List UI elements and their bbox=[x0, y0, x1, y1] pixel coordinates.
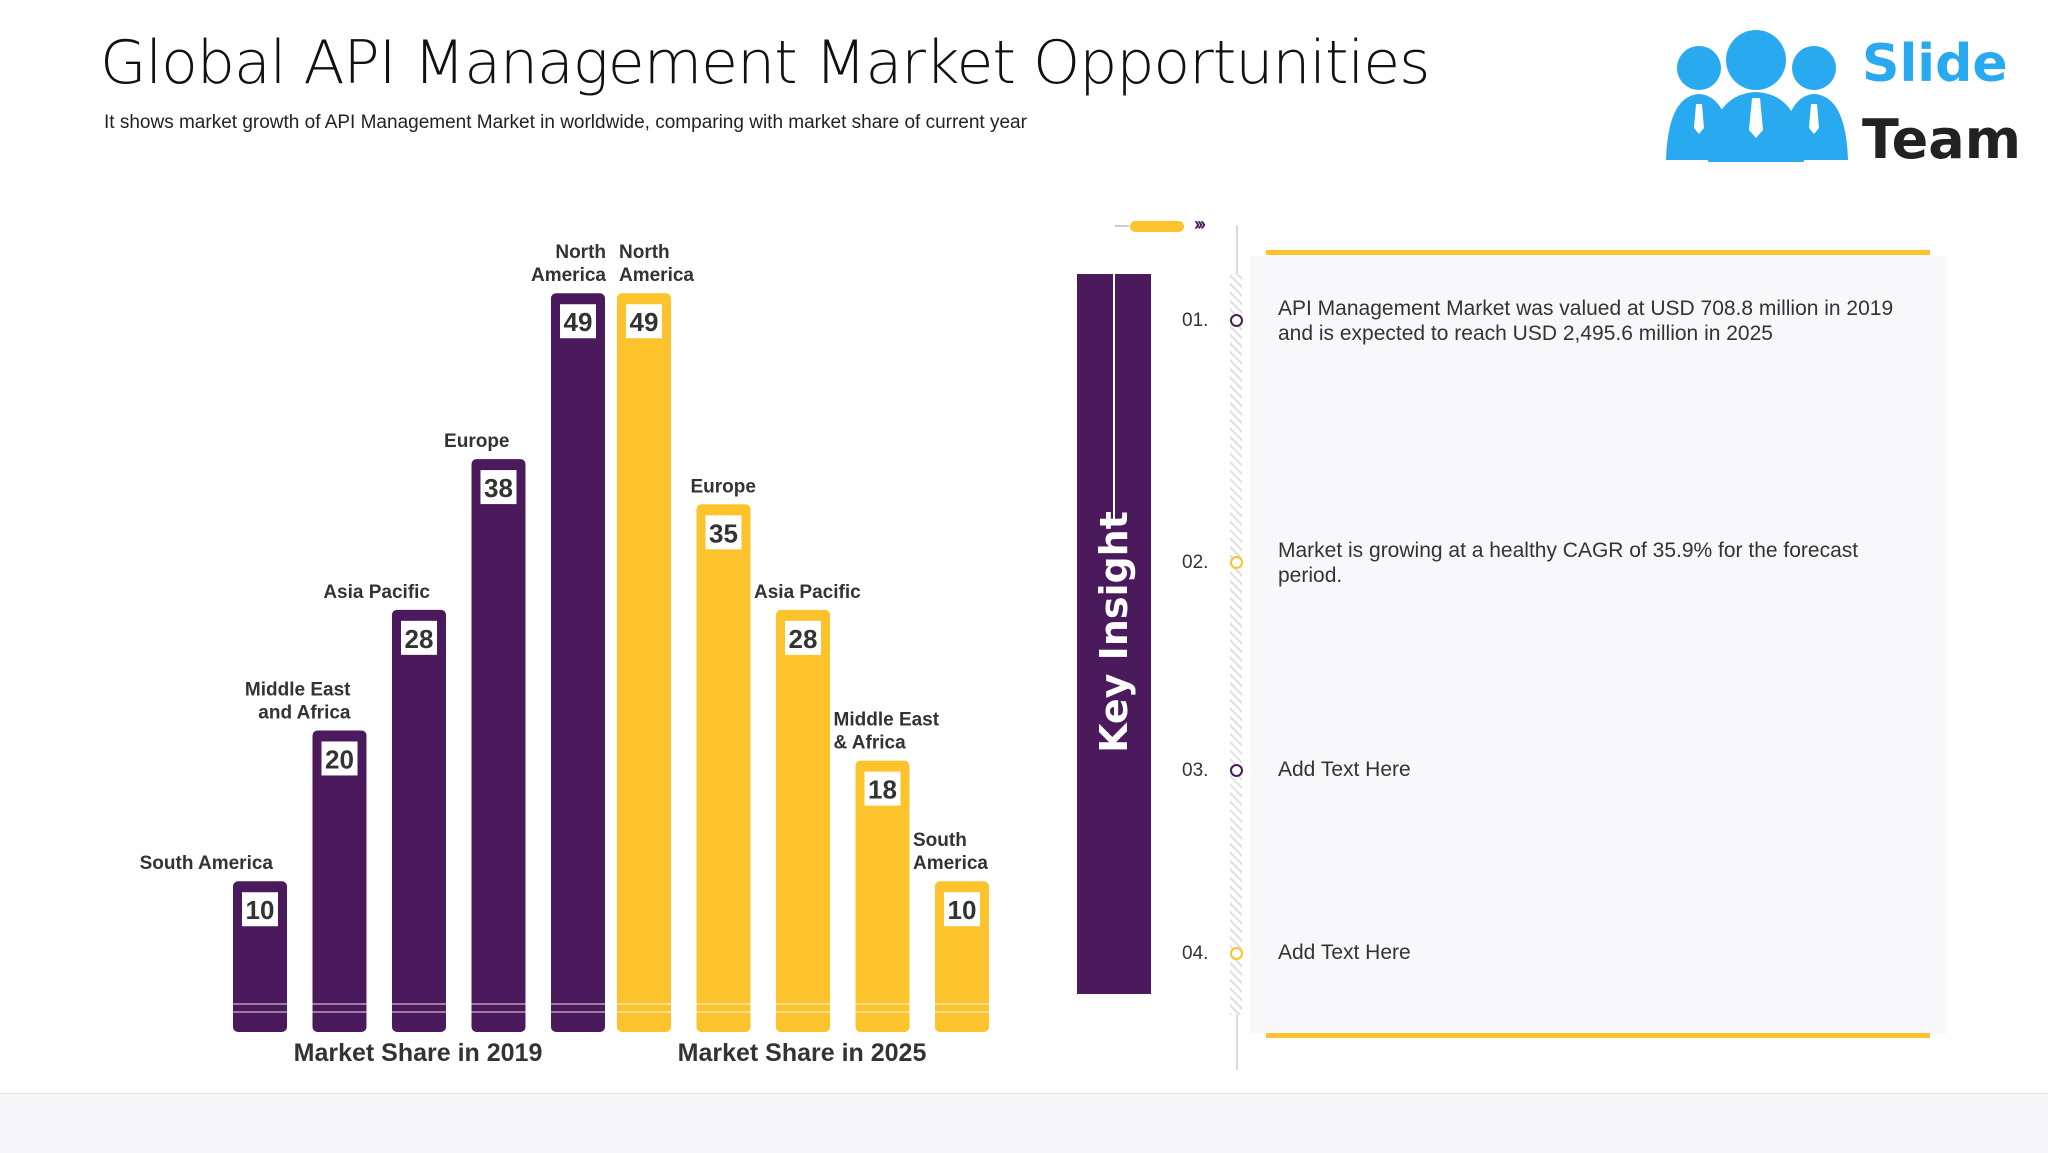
insight-text-3: Add Text Here bbox=[1278, 758, 1411, 781]
category-label: Europe bbox=[444, 431, 509, 452]
value-box bbox=[560, 304, 596, 339]
value-box bbox=[480, 470, 517, 505]
key-insight-pill bbox=[1130, 221, 1184, 232]
value-box bbox=[944, 892, 980, 927]
data-label: 10 bbox=[948, 895, 977, 925]
value-box bbox=[626, 304, 662, 339]
insight-text-2: Market is growing at a healthy CAGR of 3… bbox=[1278, 539, 1859, 587]
people-logo-icon bbox=[1666, 30, 1848, 162]
timeline-hatch bbox=[1230, 275, 1242, 1015]
footer-band bbox=[0, 1093, 2048, 1153]
data-label: 18 bbox=[868, 775, 897, 805]
key-insight-connector-h bbox=[1113, 225, 1129, 227]
value-box bbox=[864, 771, 901, 806]
logo-text-slide: Slide bbox=[1862, 34, 2008, 94]
category-label: America bbox=[531, 265, 606, 286]
bar-0-1 bbox=[312, 730, 367, 1032]
data-label: 49 bbox=[564, 307, 593, 337]
category-label: South America bbox=[140, 853, 274, 874]
value-box bbox=[401, 620, 437, 655]
panel-bottom-line bbox=[1266, 1033, 1930, 1038]
chevrons-icon: ››› bbox=[1194, 214, 1206, 234]
insight-number-2: 02. bbox=[1182, 552, 1209, 573]
category-label: South bbox=[913, 830, 967, 851]
value-box bbox=[242, 892, 278, 927]
value-box bbox=[785, 620, 821, 655]
slideteam-logo: Slide Team bbox=[1664, 28, 2024, 171]
category-label: North bbox=[555, 242, 606, 263]
data-label: 20 bbox=[325, 744, 354, 774]
bar-0-3 bbox=[471, 459, 526, 1033]
panel-top-line bbox=[1266, 250, 1930, 255]
category-label: and Africa bbox=[258, 702, 351, 723]
timeline-dot-3 bbox=[1230, 764, 1243, 777]
data-label: 35 bbox=[709, 518, 738, 548]
category-label: Asia Pacific bbox=[754, 582, 861, 603]
timeline-dot-1 bbox=[1230, 314, 1243, 327]
value-box bbox=[705, 515, 742, 550]
category-label: Asia Pacific bbox=[323, 582, 430, 603]
insight-panel bbox=[1250, 256, 1946, 1034]
group-title: Market Share in 2025 bbox=[678, 1039, 927, 1067]
data-label: 49 bbox=[630, 307, 659, 337]
logo-text-team: Team bbox=[1862, 108, 2021, 171]
bar-1-1 bbox=[696, 504, 751, 1032]
category-label: Europe bbox=[691, 476, 756, 497]
bar-0-4 bbox=[551, 293, 605, 1032]
data-label: 38 bbox=[484, 473, 513, 503]
category-label: Middle East bbox=[245, 679, 351, 700]
page-title: Global API Management Market Opportuniti… bbox=[100, 28, 1430, 98]
bar-1-2 bbox=[776, 609, 830, 1032]
data-label: 28 bbox=[405, 624, 434, 654]
key-insight-line bbox=[1113, 225, 1115, 525]
timeline-dot-4 bbox=[1230, 947, 1243, 960]
category-label: & Africa bbox=[834, 733, 907, 754]
category-label: North bbox=[619, 242, 670, 263]
insight-number-4: 04. bbox=[1182, 943, 1209, 964]
category-label: Middle East bbox=[834, 710, 940, 731]
bar-0-2 bbox=[392, 609, 446, 1032]
category-label: America bbox=[619, 265, 694, 286]
timeline-dot-2 bbox=[1230, 556, 1243, 569]
insight-text-1: API Management Market was valued at USD … bbox=[1278, 297, 1894, 345]
key-insight-title: Key Insight bbox=[1092, 511, 1136, 753]
value-box bbox=[321, 741, 358, 776]
category-label: America bbox=[913, 853, 988, 874]
group-title: Market Share in 2019 bbox=[294, 1039, 543, 1067]
data-label: 28 bbox=[789, 624, 818, 654]
insight-text-4: Add Text Here bbox=[1278, 941, 1411, 964]
bar-1-3 bbox=[855, 760, 910, 1032]
page-subtitle: It shows market growth of API Management… bbox=[104, 112, 1027, 133]
data-label: 10 bbox=[246, 895, 275, 925]
insight-number-3: 03. bbox=[1182, 760, 1209, 781]
bar-1-0 bbox=[617, 293, 671, 1032]
insight-number-1: 01. bbox=[1182, 310, 1209, 331]
